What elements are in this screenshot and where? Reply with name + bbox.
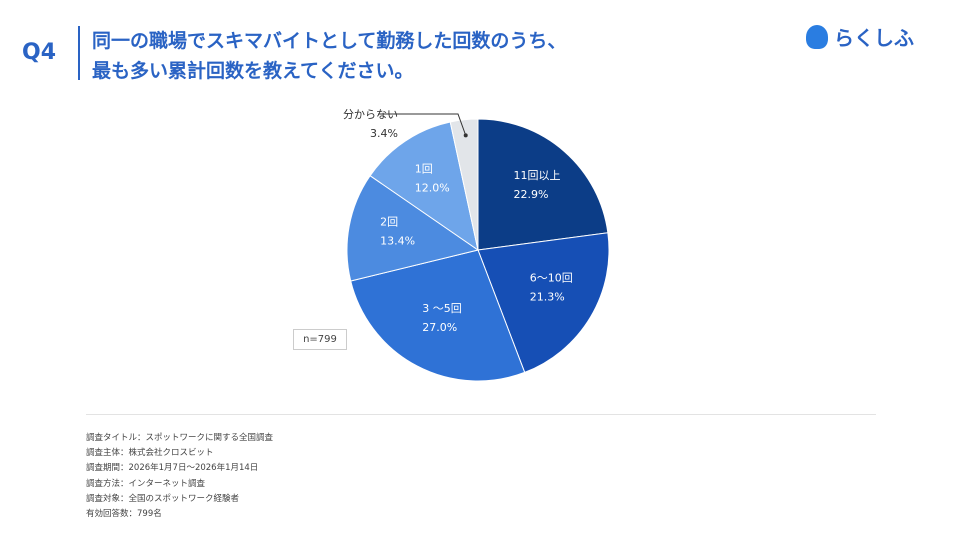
note: 調査期間：2026年1月7日〜2026年1月14日 <box>86 463 259 474</box>
divider <box>86 414 876 415</box>
category-label: 分からない <box>343 108 398 121</box>
leader-line <box>378 113 467 136</box>
survey-notes: 調査タイトル：スポットワークに関する全国調査 調査主体：株式会社クロスビット 調… <box>86 431 273 522</box>
pie-slice <box>369 121 479 252</box>
page-title: 同一の職場でスキマバイトとして勤務した回数のうち、 最も多い累計回数を教えてくださ… <box>92 26 566 86</box>
leader-dot <box>463 133 468 138</box>
pie-slice <box>477 232 610 374</box>
category-label: 6〜10回 <box>530 272 573 285</box>
pie-slice <box>346 174 480 282</box>
data-label: 22.9% <box>514 188 549 201</box>
divider <box>78 26 80 80</box>
sample-size: n=799 <box>293 329 347 350</box>
title-line-2: 最も多い累計回数を教えてください。 <box>92 60 414 82</box>
logo-drop-icon <box>806 24 828 49</box>
title-line-1: 同一の職場でスキマバイトとして勤務した回数のうち、 <box>92 30 567 52</box>
logo: らくしふ <box>806 22 914 51</box>
category-label: 3 〜5回 <box>422 302 462 315</box>
note: 調査方法：インターネット調査 <box>86 478 206 489</box>
pie-slice <box>477 118 609 251</box>
note: 有効回答数：799名 <box>86 509 162 520</box>
data-label: 21.3% <box>530 291 565 304</box>
pie-slice <box>449 118 479 251</box>
pie-slice <box>350 249 526 382</box>
note: 調査タイトル：スポットワークに関する全国調査 <box>86 433 274 443</box>
category-label: 1回 <box>415 163 433 176</box>
category-label: 11回以上 <box>514 169 561 182</box>
note: 調査主体：株式会社クロスビット <box>86 448 214 459</box>
note: 調査対象：全国のスポットワーク経験者 <box>86 493 240 504</box>
logo-text: らくしふ <box>834 26 914 50</box>
data-label: 12.0% <box>415 182 450 195</box>
category-label: 2回 <box>380 215 398 228</box>
data-label: 27.0% <box>422 321 457 334</box>
question-number: Q4 <box>22 40 57 65</box>
data-label: 13.4% <box>380 234 415 247</box>
data-label: 3.4% <box>370 127 398 140</box>
